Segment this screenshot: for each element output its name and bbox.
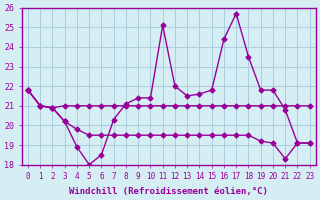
X-axis label: Windchill (Refroidissement éolien,°C): Windchill (Refroidissement éolien,°C): [69, 187, 268, 196]
